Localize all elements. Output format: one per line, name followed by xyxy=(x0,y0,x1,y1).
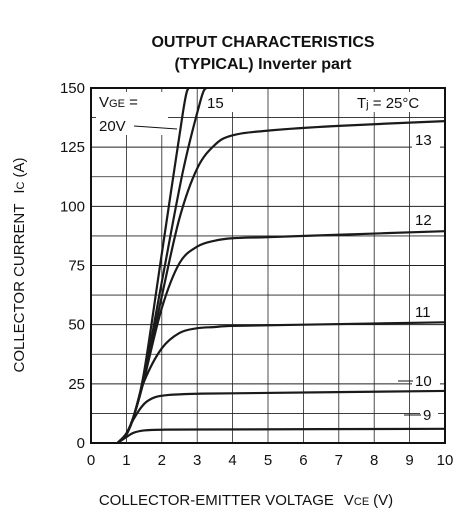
series-label-10-bg xyxy=(412,372,440,389)
temp-label-value: = 25°C xyxy=(369,95,420,112)
y-tick-label: 150 xyxy=(60,80,85,97)
x-axis-label-text: COLLECTOR-EMITTER VOLTAGE xyxy=(99,492,334,509)
chart-title-line1: OUTPUT CHARACTERISTICS xyxy=(151,34,374,51)
series-label-10: 10 xyxy=(415,373,432,390)
series-line-12 xyxy=(116,230,445,443)
series-label-11-bg xyxy=(412,301,440,321)
y-tick-label: 75 xyxy=(68,258,85,275)
grid xyxy=(91,88,445,443)
series-label-12-bg xyxy=(412,209,440,229)
x-tick-label: 3 xyxy=(193,452,201,469)
temp-label: Tj = 25°C xyxy=(357,95,419,112)
series-line-11 xyxy=(116,321,445,443)
x-tick-label: 7 xyxy=(335,452,343,469)
y-axis-label-symbol: I xyxy=(11,189,28,193)
y-axis-label-unit: (A) xyxy=(11,157,28,177)
x-tick-label: 8 xyxy=(370,452,378,469)
x-tick-label: 1 xyxy=(122,452,130,469)
vge-label-symbol: V xyxy=(99,94,109,111)
series-label-15-bg xyxy=(205,92,235,112)
series-line-10 xyxy=(116,389,445,443)
series-label-15: 15 xyxy=(207,95,224,112)
y-axis-label-subscript: C xyxy=(15,181,27,189)
series-label-20v-leader xyxy=(133,125,178,130)
series-label-13: 13 xyxy=(415,132,432,149)
y-tick-label: 125 xyxy=(60,139,85,156)
x-tick-label: 6 xyxy=(299,452,307,469)
temp-label-bg xyxy=(354,92,442,112)
curves xyxy=(116,88,445,443)
series-label-11: 11 xyxy=(415,304,431,321)
y-axis-label: COLLECTOR CURRENT IC (A) xyxy=(11,157,28,372)
y-tick-label: 100 xyxy=(60,198,85,215)
vge-label-subscript: GE xyxy=(109,98,125,110)
series-label-9: 9 xyxy=(423,407,431,424)
x-tick-label: 9 xyxy=(405,452,413,469)
chart-title-line2: (TYPICAL) Inverter part xyxy=(175,56,353,73)
temp-label-subscript: j xyxy=(365,99,368,111)
series-label-20v: 20V xyxy=(99,118,126,135)
y-tick-label: 50 xyxy=(68,317,85,334)
x-axis-label: COLLECTOR-EMITTER VOLTAGE VCE (V) xyxy=(99,492,393,509)
y-axis-label-text: COLLECTOR CURRENT xyxy=(11,204,28,373)
x-tick-label: 10 xyxy=(437,452,454,469)
x-axis-label-unit: (V) xyxy=(373,492,393,509)
temp-label-symbol: T xyxy=(357,95,366,112)
series-label-12: 12 xyxy=(415,212,432,229)
series-line-9 xyxy=(116,427,445,443)
series-label-13-bg xyxy=(412,129,440,149)
x-tick-label: 2 xyxy=(158,452,166,469)
vge-label: VGE = xyxy=(99,94,138,111)
plot-frame xyxy=(90,87,446,444)
x-axis-label-symbol: V xyxy=(344,492,354,509)
series-label-9-bg xyxy=(420,405,438,423)
x-tick-label: 4 xyxy=(228,452,236,469)
x-tick-label: 0 xyxy=(87,452,95,469)
y-tick-label: 25 xyxy=(68,376,85,393)
x-tick-label: 5 xyxy=(264,452,272,469)
x-axis-label-subscript: CE xyxy=(354,496,369,508)
vge-label-equals: = xyxy=(125,94,138,111)
y-tick-label: 0 xyxy=(77,435,85,452)
